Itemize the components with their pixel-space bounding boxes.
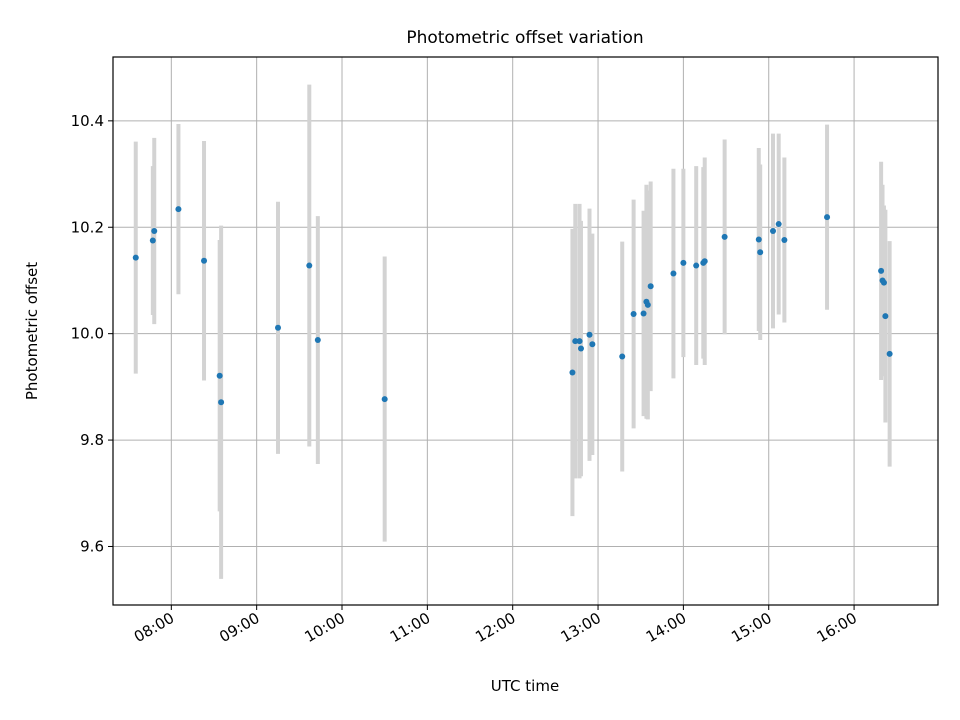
data-point <box>757 249 764 256</box>
y-tick-label: 10.0 <box>71 325 104 343</box>
grid <box>113 57 938 605</box>
data-point <box>755 236 762 243</box>
data-point <box>218 399 225 406</box>
data-point <box>775 221 782 228</box>
data-point <box>151 227 158 234</box>
data-point <box>770 227 776 234</box>
data-point <box>201 257 208 264</box>
data-point <box>572 338 579 345</box>
data-point <box>882 313 889 320</box>
y-tick-label: 10.4 <box>71 112 104 130</box>
data-point <box>644 301 651 308</box>
data-point <box>824 214 831 221</box>
plot-frame <box>112 56 939 606</box>
data-point <box>701 258 708 265</box>
data-point <box>149 237 156 244</box>
data-point <box>886 350 893 357</box>
y-tick-label: 10.2 <box>71 218 104 236</box>
data-point <box>781 237 788 244</box>
data-point <box>576 338 583 345</box>
data-point <box>586 331 593 338</box>
data-point <box>589 341 596 348</box>
chart-title: Photometric offset variation <box>406 28 643 48</box>
data-point <box>381 396 388 403</box>
data-point <box>569 369 576 376</box>
data-point <box>306 262 313 269</box>
data-point <box>880 279 887 286</box>
data-point <box>216 372 223 379</box>
data-point <box>175 206 182 213</box>
data-points <box>132 206 893 406</box>
data-point <box>721 233 728 240</box>
y-tick-label: 9.8 <box>80 431 104 449</box>
data-point <box>640 310 647 317</box>
data-point <box>693 262 700 269</box>
data-point <box>680 259 687 266</box>
data-point <box>275 324 281 331</box>
data-point <box>619 353 626 360</box>
y-axis-label: Photometric offset <box>23 262 41 400</box>
data-point <box>132 254 139 261</box>
data-point <box>647 283 654 290</box>
data-point <box>577 345 584 352</box>
data-point <box>314 337 321 344</box>
data-point <box>878 267 885 274</box>
data-point <box>630 310 637 317</box>
x-axis-label: UTC time <box>491 677 559 695</box>
data-point <box>670 270 677 277</box>
y-tick-label: 9.6 <box>80 537 104 555</box>
